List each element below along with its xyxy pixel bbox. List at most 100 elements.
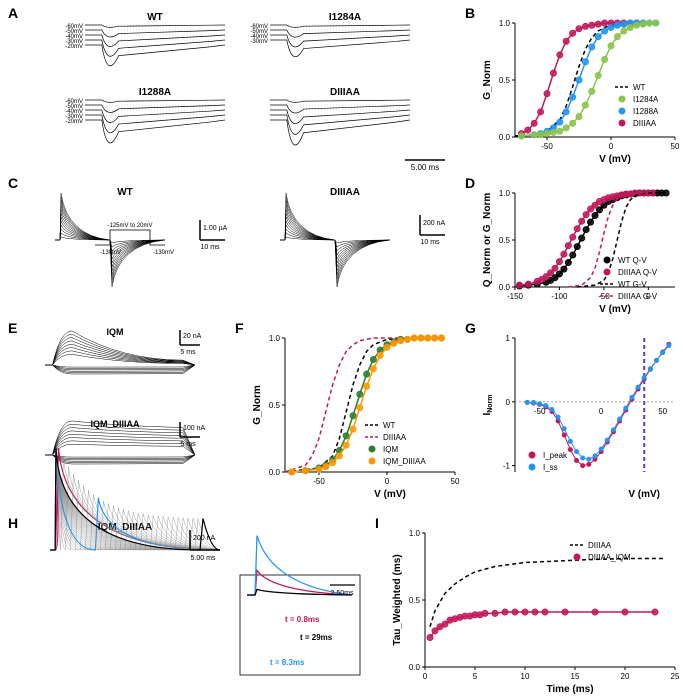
- svg-text:2.50ms: 2.50ms: [331, 590, 354, 597]
- svg-text:-130mV: -130mV: [153, 250, 174, 256]
- svg-text:Q_Norm or G_Norm: Q_Norm or G_Norm: [482, 193, 493, 288]
- svg-text:0.0: 0.0: [499, 133, 511, 142]
- panel-a-label: A: [8, 5, 18, 21]
- svg-text:10 ms: 10 ms: [420, 239, 440, 246]
- svg-text:0: 0: [385, 477, 390, 486]
- svg-text:V (mV): V (mV): [599, 154, 631, 165]
- panel-f-label: F: [235, 320, 244, 336]
- svg-text:1.0: 1.0: [409, 529, 421, 538]
- svg-text:V (mV): V (mV): [599, 304, 631, 315]
- svg-text:20 nA: 20 nA: [183, 333, 202, 340]
- svg-text:DIIIAA: DIIIAA: [330, 87, 360, 98]
- svg-text:20: 20: [621, 672, 630, 681]
- svg-text:Time (ms): Time (ms): [546, 684, 593, 695]
- svg-text:I1288A: I1288A: [633, 107, 659, 116]
- svg-text:1.0: 1.0: [499, 189, 511, 198]
- svg-text:t = 0.8ms: t = 0.8ms: [285, 615, 320, 624]
- panel-b-label: B: [465, 5, 475, 21]
- svg-text:t = 8.3ms: t = 8.3ms: [270, 658, 305, 667]
- svg-text:I1284A: I1284A: [329, 12, 361, 23]
- svg-text:0: 0: [506, 398, 511, 407]
- panel-c-label: C: [8, 175, 18, 191]
- svg-text:50: 50: [671, 142, 680, 151]
- svg-text:0: 0: [609, 142, 614, 151]
- svg-text:WT: WT: [383, 421, 396, 430]
- panel-h-traces: IQM_DIIIAA 200 nA 5.00 ms 2.50ms t = 0.8…: [25, 520, 365, 695]
- panel-i-chart: 0.00.51.00510152025Tau_Weighted (ms)Time…: [390, 525, 680, 695]
- svg-text:V (mV): V (mV): [374, 489, 406, 500]
- panel-i-label: I: [375, 515, 379, 531]
- svg-text:I1284A: I1284A: [633, 95, 659, 104]
- panel-b-chart: 0.0 0.5 1.0 -50 0 50 G_Norm V (mV) WT I1284A I1288…: [480, 15, 680, 165]
- svg-text:0.0: 0.0: [269, 468, 281, 477]
- panel-a-traces: WT -60mV-50mV-40mV-30mV-20mV I1284A -60m…: [25, 10, 455, 170]
- svg-text:200 nA: 200 nA: [423, 220, 446, 227]
- svg-text:WT Q-V: WT Q-V: [618, 256, 647, 265]
- svg-text:5 ms: 5 ms: [180, 349, 196, 356]
- svg-text:DIIIAA: DIIIAA: [588, 541, 612, 550]
- panel-h-label: H: [8, 515, 18, 531]
- panel-e-label: E: [8, 320, 17, 336]
- svg-text:IQM: IQM: [383, 445, 398, 454]
- svg-text:25: 25: [671, 672, 680, 681]
- panel-f-chart: 0.0 0.5 1.0 -50 0 50 G_Norm V (mV) WT DIIIAA IQM IQ…: [250, 330, 460, 500]
- svg-text:DIIIAA: DIIIAA: [330, 187, 360, 198]
- svg-text:INorm: INorm: [482, 394, 494, 415]
- svg-text:-150: -150: [507, 292, 524, 301]
- svg-text:0: 0: [423, 672, 428, 681]
- svg-text:0.0: 0.0: [409, 663, 421, 672]
- svg-text:5.00 ms: 5.00 ms: [411, 163, 439, 172]
- svg-text:0.5: 0.5: [499, 236, 511, 245]
- svg-text:5.00 ms: 5.00 ms: [191, 555, 216, 562]
- svg-text:10 ms: 10 ms: [200, 244, 220, 251]
- panel-d-label: D: [465, 175, 475, 191]
- svg-text:0: 0: [599, 407, 604, 416]
- svg-text:10: 10: [521, 672, 530, 681]
- svg-text:DIIIAA G-V: DIIIAA G-V: [618, 292, 658, 301]
- svg-text:DIIIAA_IQM: DIIIAA_IQM: [588, 553, 631, 562]
- svg-text:t = 29ms: t = 29ms: [300, 633, 333, 642]
- svg-text:50: 50: [658, 407, 667, 416]
- svg-text:WT: WT: [147, 12, 163, 23]
- svg-text:-50: -50: [598, 292, 610, 301]
- svg-text:G_Norm: G_Norm: [482, 60, 493, 100]
- svg-text:-125mV to 20mV: -125mV to 20mV: [107, 223, 152, 229]
- svg-text:1: 1: [506, 334, 511, 343]
- svg-text:WT: WT: [117, 187, 133, 198]
- svg-text:1.0: 1.0: [269, 334, 281, 343]
- svg-text:1.0: 1.0: [499, 19, 511, 28]
- svg-text:0.5: 0.5: [269, 401, 281, 410]
- svg-text:Tau_Weighted (ms): Tau_Weighted (ms): [392, 554, 403, 645]
- svg-text:100 nA: 100 nA: [183, 425, 206, 432]
- svg-text:0.0: 0.0: [499, 283, 511, 292]
- svg-text:5: 5: [473, 672, 478, 681]
- svg-text:DIIIAA: DIIIAA: [383, 433, 407, 442]
- svg-text:IQM: IQM: [107, 327, 124, 337]
- svg-text:IQM_DIIIAA: IQM_DIIIAA: [383, 457, 426, 466]
- svg-text:DIIIAA: DIIIAA: [633, 119, 657, 128]
- panel-d-chart: 0.00.51.0-150-100-500Q_Norm or G_NormV (…: [480, 185, 680, 315]
- svg-text:50: 50: [451, 477, 460, 486]
- svg-text:I_ss: I_ss: [543, 463, 558, 472]
- svg-text:-1: -1: [503, 462, 511, 471]
- svg-text:15: 15: [571, 672, 580, 681]
- svg-text:-50: -50: [541, 142, 553, 151]
- panel-g-chart: -101-50050INormV (mV)I_peakI_ss: [480, 330, 680, 500]
- svg-text:0.5: 0.5: [499, 76, 511, 85]
- svg-text:-100: -100: [551, 292, 568, 301]
- svg-text:DIIIAA Q-V: DIIIAA Q-V: [618, 268, 658, 277]
- svg-text:-20mV: -20mV: [65, 119, 83, 125]
- panel-e-traces: IQM 20 nA 5 ms IQM_DIIIAA 100 nA 5 ms: [25, 325, 225, 505]
- svg-text:-50: -50: [313, 477, 325, 486]
- svg-text:-130mV: -130mV: [100, 250, 121, 256]
- panel-g-label: G: [465, 320, 476, 336]
- svg-text:G_Norm: G_Norm: [252, 385, 263, 425]
- svg-text:WT G-V: WT G-V: [618, 280, 647, 289]
- svg-text:I1288A: I1288A: [139, 87, 171, 98]
- svg-text:I_peak: I_peak: [543, 451, 568, 460]
- svg-text:V (mV): V (mV): [628, 489, 660, 500]
- svg-text:WT: WT: [633, 83, 646, 92]
- svg-text:-20mV: -20mV: [65, 44, 83, 50]
- svg-text:-30mV: -30mV: [250, 39, 268, 45]
- panel-c-traces: WT DIIIAA -130mV -125mV to 20mV -130mV 1…: [25, 185, 455, 305]
